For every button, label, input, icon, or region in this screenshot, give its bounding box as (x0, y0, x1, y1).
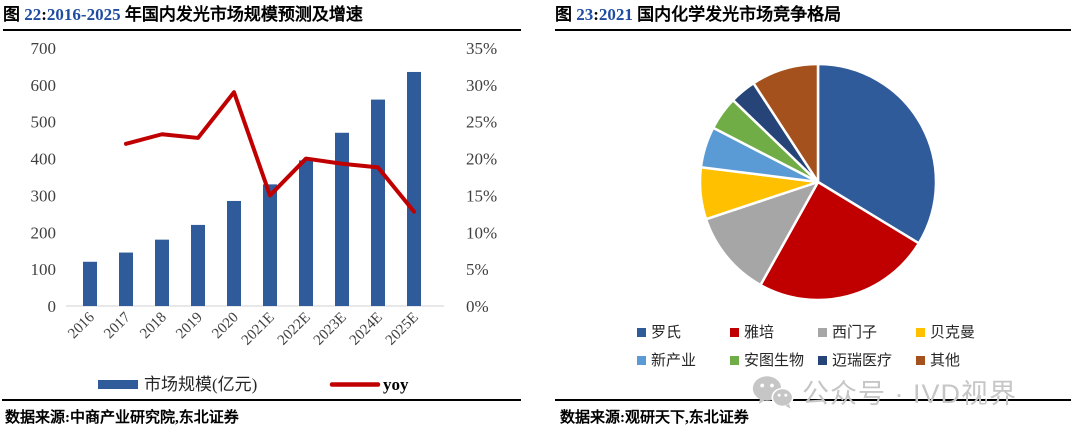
figure-23-panel: 图 23:2021 国内化学发光市场竞争格局 罗氏 雅培 西门子 贝克曼新产业 安图生物… (540, 0, 1080, 435)
legend-marker-others (916, 356, 925, 365)
x-axis-label: 2019 (173, 310, 206, 343)
legend-label-others: 其他 (930, 352, 960, 369)
x-axis-label: 2022E (275, 310, 314, 349)
right-axis-tick: 15% (466, 186, 497, 205)
pie-slice-abbott (759, 180, 921, 302)
left-axis-tick: 600 (31, 76, 57, 95)
x-axis-label: 2018 (137, 310, 170, 343)
left-axis-tick: 200 (31, 223, 57, 242)
figure-23-source: 数据来源:观研天下,东北证券 (555, 399, 1071, 427)
right-axis-tick: 20% (466, 150, 497, 169)
legend-marker-roche (637, 328, 646, 337)
bar-2025E (407, 71, 421, 306)
legend-label-bar: 市场规模(亿元) (144, 375, 257, 394)
title-prefix: 图 (555, 5, 577, 24)
legend-label-beckman: 贝克曼 (930, 324, 975, 341)
legend-marker-abbott (730, 328, 739, 337)
x-axis-label: 2017 (101, 309, 134, 342)
legend-marker-snibe (637, 356, 646, 365)
pie-slice-others (752, 62, 820, 184)
figure-23-title: 图 23:2021 国内化学发光市场竞争格局 (555, 0, 1071, 31)
x-axis-label: 2020 (209, 310, 242, 343)
bar-2017 (119, 252, 133, 306)
figure-22-panel: 图 22:2016-2025 年国内发光市场规模预测及增速 700 600 500 4… (2, 0, 521, 427)
legend-label-abbott: 雅培 (744, 324, 774, 341)
x-axis-label: 2024E (347, 310, 386, 349)
wechat-icon (752, 375, 794, 408)
right-axis-tick: 30% (466, 76, 497, 95)
title-number: 23 (576, 5, 594, 24)
legend-label-snibe: 新产业 (651, 352, 696, 369)
legend-label-roche: 罗氏 (651, 324, 681, 341)
bar-2021E (263, 184, 277, 306)
left-axis-tick: 0 (48, 297, 57, 316)
x-axis-label: 2021E (239, 310, 278, 349)
legend-label-mindray: 迈瑞医疗 (832, 352, 892, 369)
title-prefix: 图 (3, 5, 25, 24)
x-axis-label: 2016 (65, 309, 98, 342)
bar-2016 (83, 261, 97, 306)
legend-label-siemens: 西门子 (832, 324, 877, 341)
yoy-line (124, 90, 416, 214)
legend-marker-siemens (818, 328, 827, 337)
bar-2018 (155, 239, 169, 306)
legend-label-autobio: 安图生物 (744, 352, 804, 369)
title-years: 2016-2025 (46, 5, 121, 24)
title-colon: : (41, 5, 47, 24)
legend-marker-beckman (916, 328, 925, 337)
left-axis-tick: 400 (31, 150, 57, 169)
left-axis-tick: 100 (31, 260, 57, 279)
left-axis-tick: 300 (31, 186, 57, 205)
right-axis-tick: 10% (466, 223, 497, 242)
legend-marker-autobio (730, 356, 739, 365)
right-axis-tick: 0% (466, 297, 489, 316)
right-axis-tick: 5% (466, 260, 489, 279)
bar-2023E (335, 132, 349, 306)
watermark-text: 公众号 · IVD视界 (802, 379, 1018, 409)
bar-2022E (299, 160, 313, 306)
wechat-watermark: 公众号 · IVD视界 (752, 372, 1017, 411)
figure-22-source: 数据来源:中商产业研究院,东北证券 (2, 399, 521, 427)
legend-marker-mindray (818, 356, 827, 365)
left-axis-tick: 700 (31, 39, 57, 58)
bar-2020 (227, 200, 241, 306)
right-axis-tick: 25% (466, 113, 497, 132)
right-axis-tick: 35% (466, 39, 497, 58)
title-year: 2021 (598, 5, 633, 24)
title-text: 年国内发光市场规模预测及增速 (120, 5, 363, 24)
market-size-combo-chart: 700 600 500 400 300 200 100 0 35% 30% 25% 20% 15% 10%… (31, 39, 498, 394)
figure-22-title: 图 22:2016-2025 年国内发光市场规模预测及增速 (3, 0, 521, 31)
left-axis-tick: 500 (31, 113, 57, 132)
legend-marker-bar (98, 380, 138, 389)
title-number: 22 (24, 5, 42, 24)
legend-label-line: yoy (383, 375, 409, 394)
bar-2024E (371, 99, 385, 306)
pie-slice-siemens (704, 180, 820, 287)
bar-2019 (191, 224, 205, 306)
x-axis-label: 2025E (383, 310, 422, 349)
title-text: 国内化学发光市场竞争格局 (632, 5, 842, 24)
title-colon: : (593, 5, 599, 24)
x-axis-label: 2023E (311, 310, 350, 349)
